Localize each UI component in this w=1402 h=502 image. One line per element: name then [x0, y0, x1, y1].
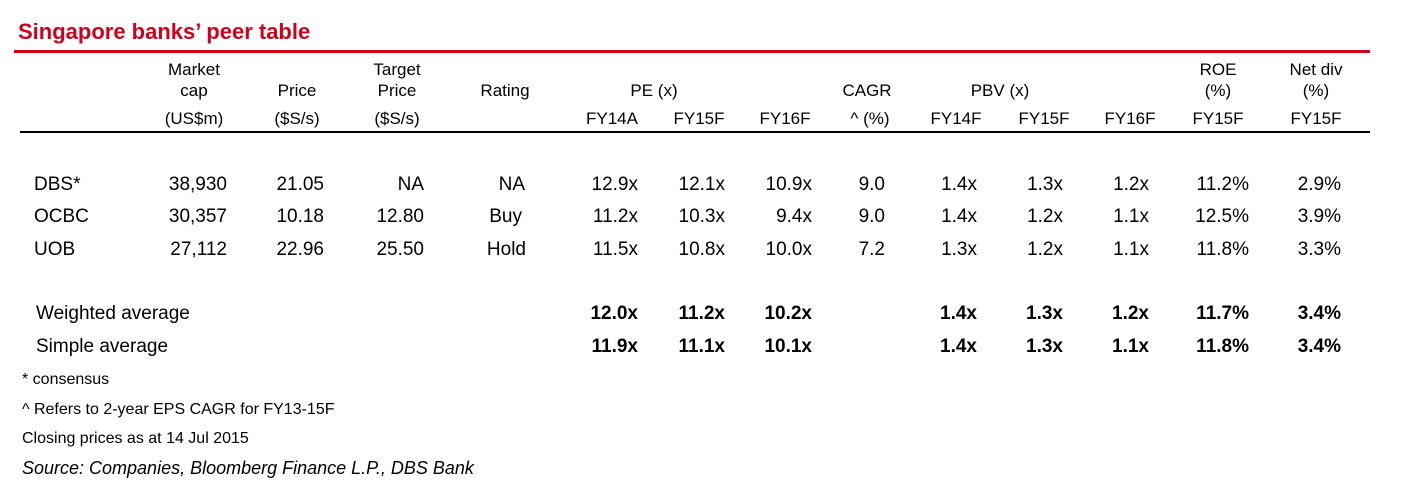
footnote-cagr: ^ Refers to 2-year EPS CAGR for FY13-15F: [22, 401, 335, 418]
header-rating: Rating: [480, 81, 530, 100]
header-sub-netdiv-fy15f: FY15F: [1290, 109, 1342, 128]
header-sub-fy15f: FY15F: [673, 109, 725, 128]
header-rule: [20, 131, 1370, 133]
cell-roe: 11.2%: [1196, 174, 1249, 195]
cell-pe-fy15f: 12.1x: [678, 174, 725, 195]
cell-roe: 11.8%: [1196, 239, 1249, 260]
cell-pe-fy15f: 10.3x: [678, 206, 725, 227]
cell-pe-fy15f: 11.2x: [678, 303, 726, 324]
cell-market-cap: 30,357: [168, 206, 227, 227]
header-sub-roe-fy15f: FY15F: [1192, 109, 1244, 128]
cell-rating: NA: [498, 174, 525, 195]
cell-pbv-fy16f: 1.1x: [1113, 239, 1149, 260]
header-market-cap-2: cap: [180, 81, 208, 100]
cell-pe-fy14a: 11.5x: [592, 239, 638, 260]
header-pbv: PBV (x): [970, 81, 1030, 100]
header-pe: PE (x): [630, 81, 678, 100]
cell-market-cap: 27,112: [170, 239, 227, 260]
cell-target: 12.80: [376, 206, 424, 227]
header-roe-1: ROE: [1199, 60, 1237, 79]
cell-pbv-fy16f: 1.2x: [1113, 174, 1149, 195]
cell-cagr: 7.2: [858, 239, 885, 260]
header-target-1: Target: [373, 60, 421, 79]
header-market-cap-3: (US$m): [164, 109, 224, 128]
row-name: OCBC: [34, 206, 89, 227]
cell-cagr: 9.0: [858, 206, 885, 227]
cell-pbv-fy16f: 1.1x: [1113, 206, 1149, 227]
cell-net-div: 3.4%: [1297, 303, 1341, 324]
header-sub-fy14a: FY14A: [586, 109, 638, 128]
cell-pbv-fy15f: 1.3x: [1026, 303, 1063, 324]
row-name: Weighted average: [36, 303, 190, 324]
cell-pbv-fy15f: 1.3x: [1027, 174, 1063, 195]
header-sub-cagr: ^ (%): [850, 109, 890, 128]
row-name: UOB: [34, 239, 76, 260]
cell-net-div: 3.4%: [1297, 336, 1341, 357]
cell-pbv-fy14f: 1.4x: [941, 174, 977, 195]
header-target-2: Price: [377, 81, 417, 100]
cell-pe-fy16f: 9.4x: [776, 206, 812, 227]
header-target-3: ($S/s): [374, 109, 420, 128]
footnote-consensus: * consensus: [22, 371, 110, 388]
header-sub-pbv-fy15f: FY15F: [1018, 109, 1070, 128]
cell-pe-fy14a: 12.9x: [591, 174, 638, 195]
cell-market-cap: 38,930: [168, 174, 227, 195]
cell-roe: 12.5%: [1195, 206, 1249, 227]
cell-pe-fy14a: 12.0x: [590, 303, 638, 324]
header-market-cap-1: Market: [168, 60, 220, 79]
cell-roe: 11.7%: [1196, 303, 1249, 324]
cell-pbv-fy14f: 1.4x: [940, 303, 977, 324]
cell-pbv-fy15f: 1.3x: [1026, 336, 1063, 357]
header-sub-pbv-fy16f: FY16F: [1104, 109, 1156, 128]
cell-pe-fy15f: 10.8x: [678, 239, 725, 260]
table-title: Singapore banks’ peer table: [18, 19, 311, 44]
cell-pe-fy16f: 10.9x: [765, 174, 812, 195]
cell-pbv-fy14f: 1.3x: [941, 239, 977, 260]
cell-target: NA: [397, 174, 424, 195]
cell-pbv-fy16f: 1.1x: [1112, 336, 1149, 357]
cell-pe-fy16f: 10.2x: [764, 303, 812, 324]
row-name: Simple average: [36, 336, 169, 357]
cell-net-div: 3.9%: [1297, 206, 1341, 227]
cell-pe-fy16f: 10.1x: [764, 336, 812, 357]
header-sub-fy16f: FY16F: [759, 109, 811, 128]
source-note: Source: Companies, Bloomberg Finance L.P…: [22, 458, 474, 478]
header-roe-2: (%): [1204, 81, 1232, 100]
footnote-closing-prices: Closing prices as at 14 Jul 2015: [22, 430, 249, 447]
header-netdiv-1: Net div: [1289, 60, 1343, 79]
header-cagr: CAGR: [842, 81, 892, 100]
cell-roe: 11.8%: [1196, 336, 1249, 357]
cell-pe-fy14a: 11.9x: [591, 336, 639, 357]
header-netdiv-2: (%): [1302, 81, 1330, 100]
cell-target: 25.50: [376, 239, 424, 260]
cell-pbv-fy14f: 1.4x: [941, 206, 977, 227]
title-rule: [14, 50, 1370, 53]
cell-pbv-fy16f: 1.2x: [1112, 303, 1149, 324]
cell-pbv-fy14f: 1.4x: [940, 336, 977, 357]
cell-pe-fy14a: 11.2x: [592, 206, 638, 227]
cell-pbv-fy15f: 1.2x: [1027, 239, 1063, 260]
header-price-2: ($S/s): [274, 109, 320, 128]
cell-rating: Buy: [489, 206, 522, 227]
cell-price: 22.96: [276, 239, 324, 260]
row-name: DBS*: [34, 174, 81, 195]
header-sub-pbv-fy14f: FY14F: [930, 109, 982, 128]
cell-pe-fy16f: 10.0x: [765, 239, 812, 260]
cell-price: 21.05: [276, 174, 324, 195]
cell-pbv-fy15f: 1.2x: [1027, 206, 1063, 227]
cell-rating: Hold: [486, 239, 526, 260]
cell-pe-fy15f: 11.1x: [678, 336, 726, 357]
cell-cagr: 9.0: [858, 174, 885, 195]
header-price-1: Price: [277, 81, 317, 100]
cell-net-div: 2.9%: [1297, 174, 1341, 195]
cell-price: 10.18: [276, 206, 324, 227]
cell-net-div: 3.3%: [1297, 239, 1341, 260]
